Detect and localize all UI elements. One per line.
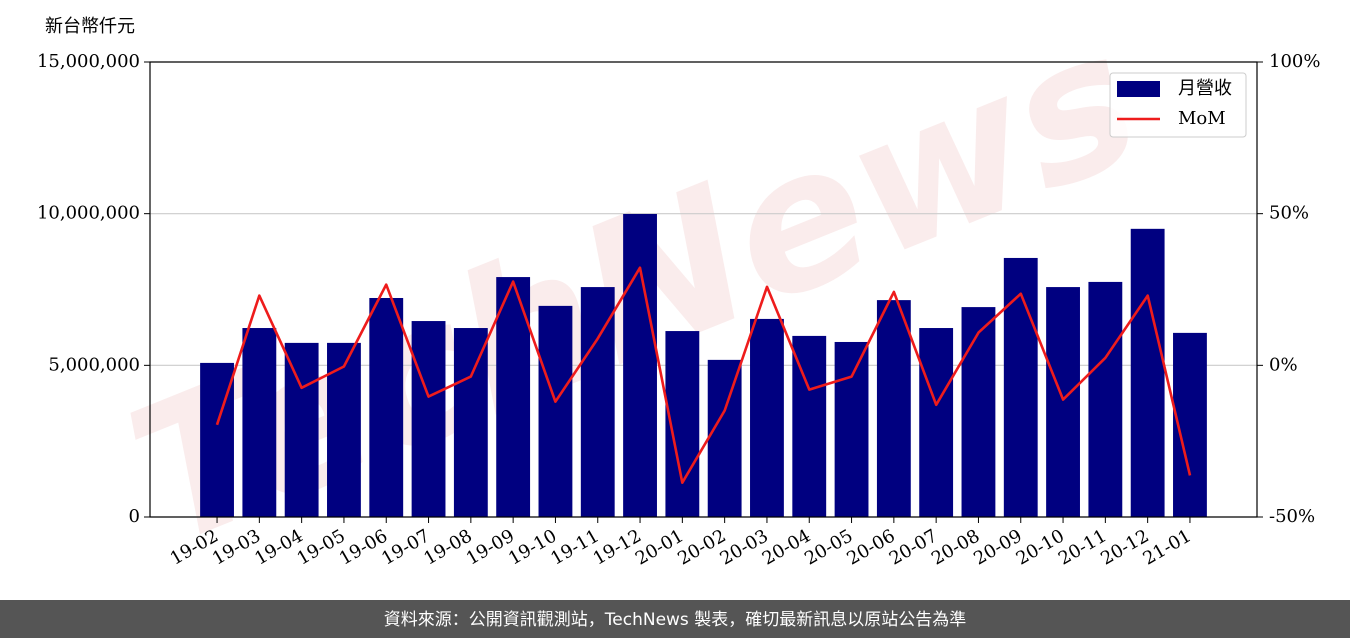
bar (369, 297, 404, 517)
plot-frame (149, 61, 1258, 518)
legend-label: MoM (1178, 108, 1226, 129)
x-tick-label: 21-01 (1140, 525, 1195, 569)
y2-tick-label: 50% (1269, 203, 1309, 224)
y-tick-label: 15,000,000 (37, 51, 140, 72)
bar (834, 341, 869, 517)
line (215, 266, 1192, 484)
legend-label: 月營收 (1178, 78, 1232, 99)
y2-tick-label: 0% (1269, 354, 1298, 375)
bar (580, 287, 615, 517)
bar (1130, 228, 1165, 518)
y2-tick-label: -50% (1269, 506, 1315, 527)
footer-bar (0, 600, 1350, 638)
bar (327, 342, 361, 517)
bar (707, 359, 742, 517)
bar (453, 328, 488, 517)
bar (242, 328, 277, 517)
bar (1088, 281, 1123, 517)
legend-swatch (1117, 81, 1160, 97)
bar (1046, 287, 1080, 517)
bar (538, 305, 573, 517)
bar (623, 213, 657, 517)
bar (411, 321, 446, 517)
bar (792, 335, 827, 517)
y-tick-label: 5,000,000 (48, 354, 140, 375)
y-tick-label: 10,000,000 (37, 203, 140, 224)
footer-text: 資料來源：公開資訊觀測站，TechNews 製表，確切最新訊息以原站公告為準 (384, 610, 966, 630)
bar (876, 300, 911, 517)
bar (1003, 257, 1038, 517)
bar (919, 328, 954, 517)
y2-tick-label: 100% (1269, 51, 1320, 72)
y-tick-label: 0 (129, 506, 140, 527)
bar (284, 342, 319, 517)
bar (750, 318, 784, 517)
bar (961, 307, 996, 517)
y-axis-label: 新台幣仟元 (45, 16, 135, 37)
